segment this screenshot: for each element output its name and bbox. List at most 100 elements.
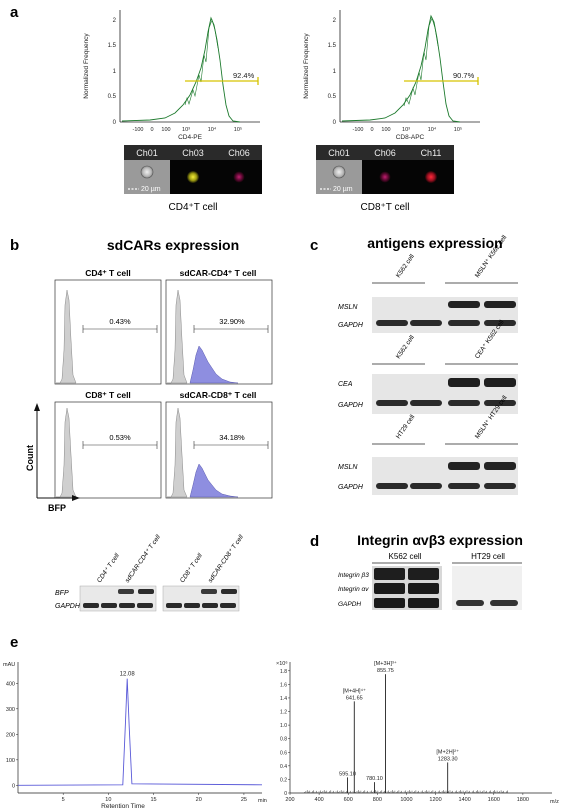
svg-text:K562 cell: K562 cell [389, 552, 422, 561]
svg-text:0.5: 0.5 [328, 94, 337, 100]
svg-text:HT29 cell: HT29 cell [395, 413, 417, 440]
svg-text:0: 0 [333, 120, 337, 126]
svg-text:Ch03: Ch03 [182, 148, 204, 158]
row-bfp: BFP [55, 590, 69, 597]
ms-peak-ion: [M+3H]³⁺ [374, 660, 397, 667]
xlabel-cd4: CD4-PE [178, 134, 203, 141]
svg-text:Ch11: Ch11 [421, 148, 442, 158]
ms-xtick-label: 1000 [400, 797, 412, 803]
title-b: sdCARs expression [107, 237, 239, 253]
svg-text:10³: 10³ [402, 127, 410, 133]
image-strip-cd4: Ch01 Ch03 Ch06 20 µm [124, 145, 262, 194]
ms-ytick-label: 0.8 [280, 737, 287, 743]
ms-xtick-label: 1200 [429, 797, 441, 803]
svg-text:CD8⁺ T cell: CD8⁺ T cell [179, 552, 204, 584]
ms-ytick-label: 0 [284, 791, 287, 797]
svg-text:0.5: 0.5 [108, 94, 117, 100]
svg-text:CD4⁺ T cell: CD4⁺ T cell [96, 552, 121, 584]
svg-text:0: 0 [150, 127, 153, 133]
ms-ytick-label: 0.6 [280, 750, 287, 756]
svg-text:GAPDH: GAPDH [338, 601, 361, 608]
ms-ytick-label: 0.2 [280, 777, 287, 783]
scale-bar-cd4: 20 µm [141, 186, 161, 193]
xlabel-bfp: BFP [48, 503, 66, 513]
hplc-ytick-label: 300 [6, 707, 15, 713]
xlabel-cd8: CD8-APC [396, 134, 425, 141]
ylabel-cd8: Normalized Frequency [303, 33, 310, 99]
svg-text:MSLN: MSLN [338, 304, 358, 311]
hplc-ytick-label: 0 [12, 783, 15, 789]
hplc-peak-label: 12.08 [120, 672, 136, 678]
hplc-trace [17, 678, 263, 786]
svg-text:sdCAR-CD4⁺ T cell: sdCAR-CD4⁺ T cell [124, 533, 162, 584]
ms-peak-ion: [M+4H]⁴⁺ [343, 687, 366, 694]
panel-letter-a: a [10, 4, 19, 21]
panel-letter-d: d [310, 533, 319, 550]
ms-chart: ×10⁶ m/z 0 0.2 0.4 0.6 0.8 1.0 1.2 1.4 1.6 1.8 20… [276, 660, 559, 805]
panel-letter-e: e [10, 634, 18, 651]
ms-peak-mz: 1283.30 [438, 756, 458, 762]
ms-ytick-label: 1.4 [280, 696, 287, 702]
image-strip-cd8: Ch01 Ch06 Ch11 20 µm [316, 145, 454, 194]
svg-text:K562 cell: K562 cell [395, 253, 416, 279]
hist-label-3: CD8⁺ T cell [85, 390, 131, 400]
hist-percent-4: 34.18% [219, 433, 245, 442]
svg-text:0: 0 [370, 127, 373, 133]
svg-text:100: 100 [381, 127, 390, 133]
svg-text:10⁵: 10⁵ [234, 126, 242, 133]
svg-text:2: 2 [113, 18, 117, 24]
svg-text:GAPDH: GAPDH [338, 402, 364, 409]
hist-percent-1: 0.43% [109, 317, 131, 326]
ms-ytick-label: 1.2 [280, 710, 287, 716]
ms-noise [304, 790, 508, 793]
hplc-xtick-label: 20 [196, 797, 202, 803]
ms-xunit: m/z [550, 799, 559, 805]
svg-text:0: 0 [113, 120, 117, 126]
svg-text:Integrin αv: Integrin αv [338, 586, 369, 593]
svg-text:sdCAR-CD8⁺ T cell: sdCAR-CD8⁺ T cell [207, 533, 245, 584]
hist-percent-2: 32.90% [219, 317, 245, 326]
ms-xtick-label: 1400 [459, 797, 471, 803]
percent-cd8: 90.7% [453, 71, 475, 80]
ms-ytick-label: 0.4 [280, 764, 287, 770]
svg-text:CEA: CEA [338, 381, 353, 388]
ms-xtick-label: 200 [285, 797, 294, 803]
blot-integrin: K562 cell HT29 cell Integrin β3 Integrin… [338, 552, 522, 610]
histogram-cd4: 0 0.5 1 1.5 2 -100 0 100 10³ 10⁴ 10⁵ Nor… [83, 10, 260, 141]
ms-ytick-label: 1.8 [280, 669, 287, 675]
ms-xtick-label: 400 [315, 797, 324, 803]
caption-cd8: CD8⁺T cell [361, 202, 410, 213]
scale-bar-cd8: 20 µm [333, 186, 353, 193]
hist-label-1: CD4⁺ T cell [85, 268, 131, 278]
bfp-histograms: CD4⁺ T cell sdCAR-CD4⁺ T cell CD8⁺ T cel… [25, 268, 273, 513]
histogram-cd8: 0 0.5 1 1.5 2 -100 0 100 10³ 10⁴ 10⁵ Nor… [303, 10, 480, 141]
svg-text:HT29 cell: HT29 cell [471, 552, 505, 561]
svg-text:-100: -100 [132, 127, 143, 133]
panel-letter-b: b [10, 237, 19, 254]
svg-text:K562 cell: K562 cell [395, 334, 416, 360]
panel-letter-c: c [310, 237, 318, 254]
ms-peak-mz: 595.10 [339, 771, 356, 777]
hplc-ylabel: mAU [3, 662, 15, 668]
svg-text:1.5: 1.5 [108, 43, 117, 49]
svg-text:2: 2 [333, 18, 337, 24]
ms-peak-mz: 641.65 [346, 695, 363, 701]
ylabel-count: Count [25, 445, 35, 471]
hplc-xtick-label: 5 [62, 797, 65, 803]
hplc-xlabel: Retention Time [101, 803, 145, 810]
svg-text:Ch01: Ch01 [136, 148, 158, 158]
hplc-ytick-label: 400 [6, 681, 15, 687]
svg-text:1.5: 1.5 [328, 43, 337, 49]
svg-text:GAPDH: GAPDH [338, 322, 364, 329]
ms-ytick-label: 1.0 [280, 723, 287, 729]
svg-text:10⁴: 10⁴ [208, 126, 217, 133]
svg-text:Ch06: Ch06 [374, 148, 396, 158]
hplc-ytick-label: 200 [6, 732, 15, 738]
ms-yexp: ×10⁶ [276, 660, 288, 667]
ms-xtick-label: 600 [344, 797, 353, 803]
ms-xtick-label: 800 [373, 797, 382, 803]
hplc-xtick-label: 25 [241, 797, 247, 803]
blot-bfp: CD4⁺ T cell sdCAR-CD4⁺ T cell CD8⁺ T cel… [55, 533, 245, 612]
ms-peak-mz: 780.10 [366, 776, 383, 782]
hplc-chart: mAU Retention Time min 0 100 200 300 400 5 10… [3, 662, 267, 810]
